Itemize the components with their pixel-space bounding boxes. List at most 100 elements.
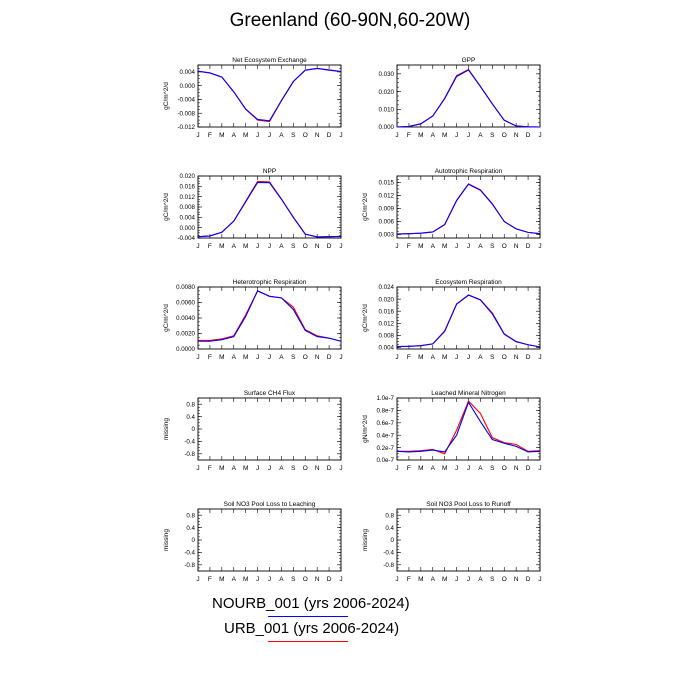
y-tick-label: 0.4 — [186, 525, 195, 532]
plot-frame — [396, 175, 541, 239]
x-tick-label: F — [208, 354, 212, 361]
x-tick-label: A — [478, 465, 483, 472]
y-tick-label: 0 — [192, 537, 196, 544]
y-tick-label: 0.009 — [379, 206, 395, 213]
x-tick-label: M — [418, 243, 423, 250]
series-line-urb_001 — [396, 294, 541, 348]
x-tick-label: J — [268, 576, 271, 583]
x-tick-label: M — [243, 576, 248, 583]
y-tick-label: 0.020 — [379, 296, 395, 303]
x-tick-label: S — [490, 465, 495, 472]
y-tick-label: 0.8 — [186, 512, 195, 519]
y-tick-label: 0.8e-7 — [376, 408, 394, 415]
plot-frame — [197, 508, 342, 572]
x-tick-label: J — [395, 576, 398, 583]
x-tick-label: J — [467, 243, 470, 250]
x-tick-label: J — [339, 465, 342, 472]
chart-panel-0: Net Ecosystem Exchange 0.004 0.000 -0.004 -0… — [163, 57, 343, 139]
x-tick-label: M — [418, 354, 423, 361]
x-tick-label: O — [502, 465, 507, 472]
y-tick-label: -0.004 — [177, 97, 195, 104]
x-tick-label: O — [303, 243, 308, 250]
plot-frame — [396, 286, 541, 350]
y-tick-label: -0.004 — [177, 235, 195, 242]
x-tick-label: N — [514, 243, 519, 250]
chart-panel-9: Soil NO3 Pool Loss to Runoff 0.8 0.4 0 -0.4 -… — [362, 501, 542, 583]
chart-panel-2: NPP0.0200.0160.0120.0080.0040.000-0.004J… — [163, 168, 343, 250]
series-line-urb_001 — [198, 290, 342, 342]
x-tick-label: A — [431, 465, 436, 472]
x-tick-label: J — [339, 132, 342, 139]
series-line-nourb_001 — [197, 67, 342, 122]
y-tick-label: 0.010 — [379, 106, 395, 113]
x-tick-label: M — [219, 132, 224, 139]
x-tick-label: J — [256, 576, 259, 583]
y-tick-label: 0.004 — [180, 215, 196, 222]
x-tick-label: D — [327, 354, 332, 361]
series-line-nourb_001 — [198, 290, 342, 342]
x-tick-label: M — [243, 354, 248, 361]
y-tick-label: 0.0060 — [176, 300, 195, 307]
x-tick-label: J — [256, 354, 259, 361]
y-tick-label: 0.4 — [385, 525, 394, 532]
x-tick-label: F — [208, 465, 212, 472]
x-tick-label: O — [303, 132, 308, 139]
y-tick-label: -0.8 — [184, 562, 195, 569]
x-tick-label: D — [327, 576, 332, 583]
x-tick-label: M — [243, 243, 248, 250]
x-tick-label: J — [467, 354, 470, 361]
x-tick-label: J — [196, 354, 199, 361]
y-tick-label: 0 — [192, 426, 196, 433]
x-tick-label: A — [431, 354, 436, 361]
x-tick-label: S — [490, 576, 495, 583]
y-tick-label: 0.012 — [180, 194, 196, 201]
x-tick-label: D — [526, 465, 531, 472]
x-tick-label: O — [502, 354, 507, 361]
y-tick-label: 0.030 — [379, 71, 395, 78]
y-axis-label: missing — [163, 418, 170, 440]
x-tick-label: F — [208, 243, 212, 250]
x-tick-label: J — [455, 576, 458, 583]
x-tick-label: A — [232, 465, 237, 472]
x-tick-label: N — [315, 576, 320, 583]
x-tick-label: A — [431, 243, 436, 250]
chart-title: Leached Mineral Nitrogen — [431, 390, 506, 397]
x-tick-label: O — [303, 576, 308, 583]
series-line-urb_001 — [396, 183, 541, 235]
chart-title: GPP — [462, 57, 476, 64]
x-tick-label: F — [407, 132, 411, 139]
x-tick-label: N — [514, 465, 519, 472]
x-tick-label: J — [196, 576, 199, 583]
y-tick-label: 0.0e-7 — [376, 457, 394, 464]
y-tick-label: 0.006 — [379, 219, 395, 226]
y-tick-label: 0.4 — [186, 414, 195, 421]
x-tick-label: A — [279, 465, 284, 472]
x-tick-label: J — [339, 354, 342, 361]
x-tick-label: J — [196, 243, 199, 250]
chart-title: Autotrophic Respiration — [435, 168, 503, 175]
y-tick-label: 0.016 — [379, 308, 395, 315]
x-tick-label: J — [467, 576, 470, 583]
x-tick-label: A — [431, 132, 436, 139]
y-tick-label: 0.0040 — [176, 315, 195, 322]
x-tick-label: A — [279, 132, 284, 139]
y-tick-label: -0.4 — [184, 439, 195, 446]
y-tick-label: 0.0080 — [176, 284, 195, 291]
chart-panel-5: Ecosystem Respiration 0.024 0.020 0.016 0.01… — [362, 279, 542, 361]
x-tick-label: D — [327, 132, 332, 139]
legend-line-nourb — [268, 616, 348, 617]
y-tick-label: 0.008 — [180, 204, 196, 211]
x-tick-label: A — [279, 243, 284, 250]
x-tick-label: O — [502, 243, 507, 250]
y-tick-label: 0.8 — [385, 512, 394, 519]
y-axis-label: gC/m^2/d — [163, 193, 170, 221]
y-tick-label: 0.8 — [186, 401, 195, 408]
x-tick-label: F — [407, 465, 411, 472]
x-tick-label: S — [291, 465, 296, 472]
x-tick-label: J — [256, 132, 259, 139]
series-line-urb_001 — [396, 68, 541, 128]
y-tick-label: 0.003 — [379, 232, 395, 239]
x-tick-label: J — [196, 132, 199, 139]
y-axis-label: missing — [362, 529, 369, 551]
y-tick-label: -0.8 — [184, 451, 195, 458]
